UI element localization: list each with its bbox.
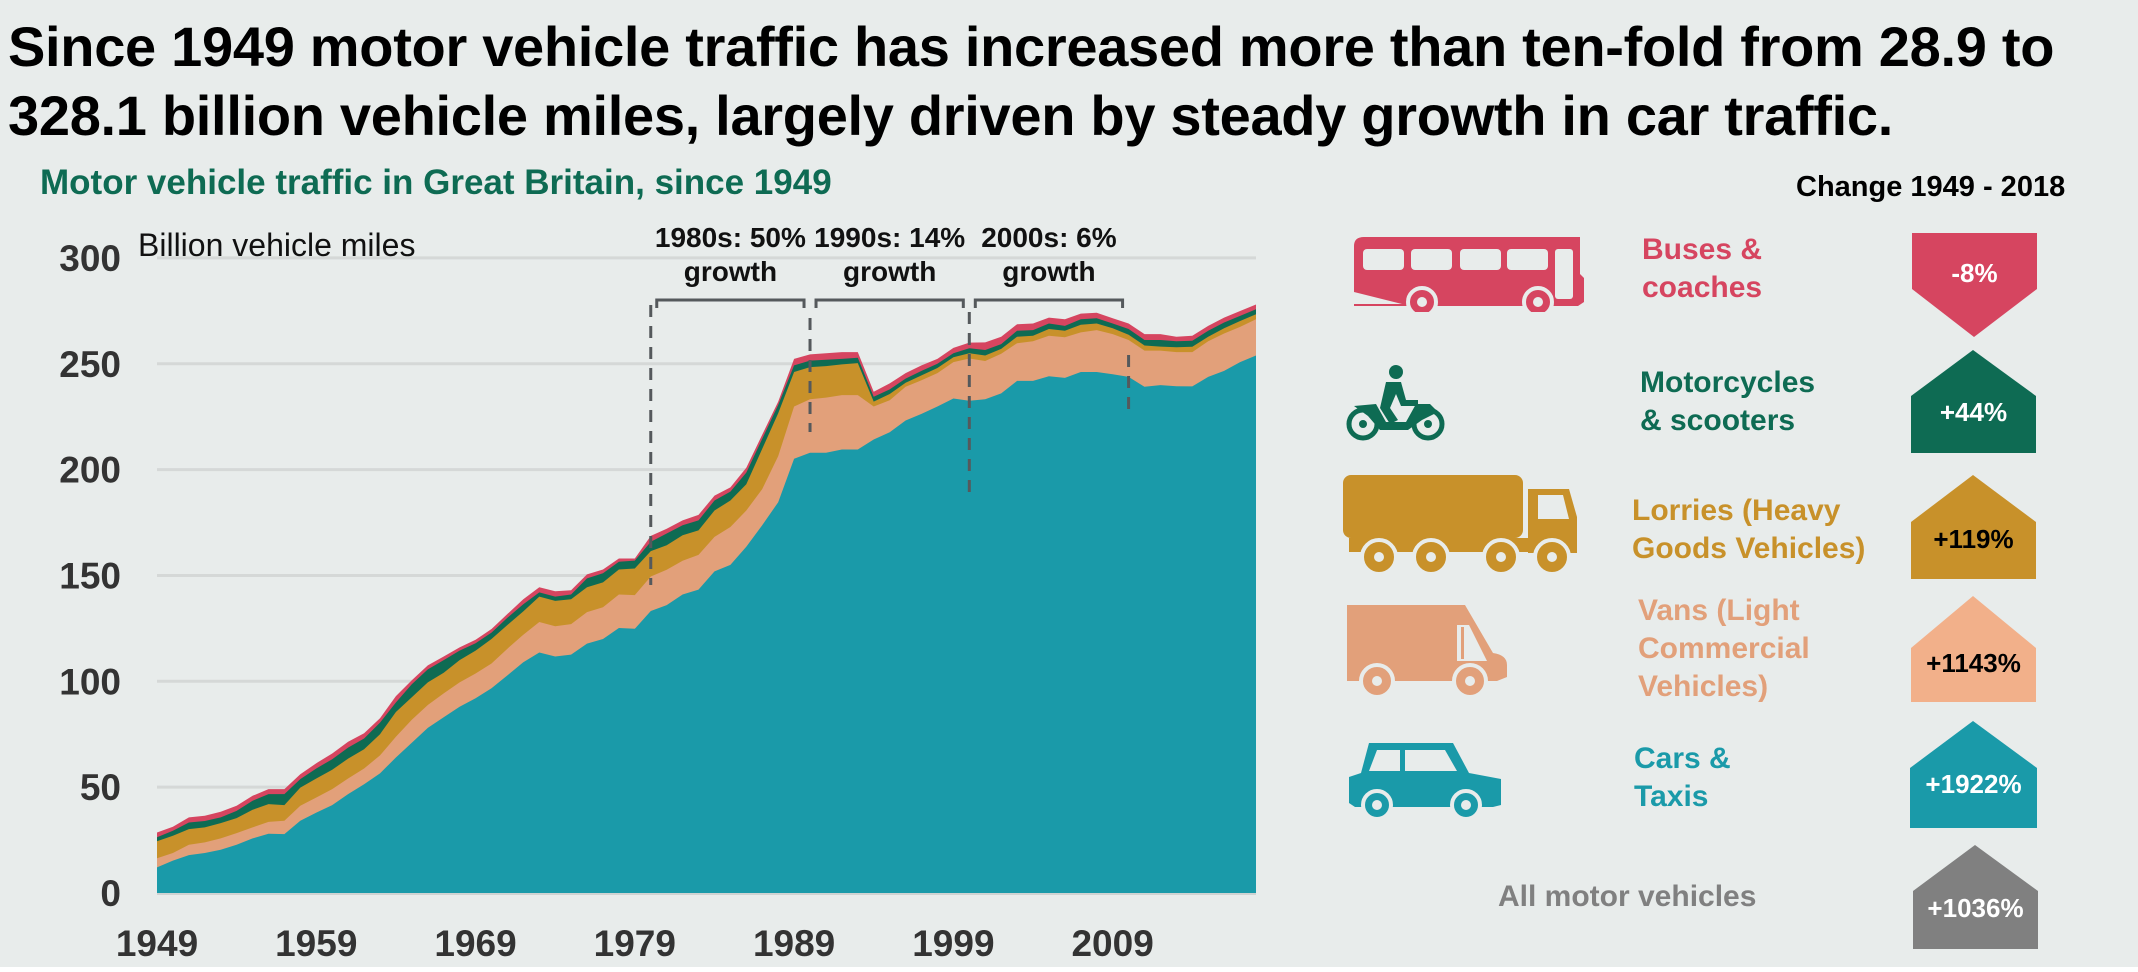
legend-label-vans: Vans (Light Commercial Vehicles) xyxy=(1638,592,1810,706)
label-line: Taxis xyxy=(1634,780,1709,813)
chart-subtitle: Motor vehicle traffic in Great Britain, … xyxy=(40,163,832,202)
label-line: Cars & xyxy=(1634,742,1731,775)
annotation-label: 1990s: 14% xyxy=(814,222,965,253)
area-cars-taxis xyxy=(157,355,1256,893)
label-line: Motorcycles xyxy=(1640,366,1816,399)
annotation-bracket xyxy=(973,298,1125,308)
y-tick-label: 100 xyxy=(59,661,121,702)
change-badge-cars: +1922% xyxy=(1910,721,2037,828)
label-line: Commercial xyxy=(1638,632,1810,665)
bus-icon xyxy=(1354,237,1584,312)
annotation-2000s: 2000s: 6%growth xyxy=(973,222,1125,308)
van-icon xyxy=(1347,605,1507,699)
annotation-label: growth xyxy=(843,256,936,287)
up-arrow-icon xyxy=(1911,350,2036,453)
x-tick-label: 1959 xyxy=(275,923,357,964)
y-axis-ticks: 0 50 100 150 200 250 300 xyxy=(59,238,121,914)
headline: Since 1949 motor vehicle traffic has inc… xyxy=(8,15,2055,147)
y-tick-label: 200 xyxy=(59,450,121,491)
change-value: +44% xyxy=(1939,397,2008,427)
x-tick-label: 1979 xyxy=(594,923,676,964)
label-line: Vehicles) xyxy=(1638,670,1769,703)
annotation-label: growth xyxy=(684,256,777,287)
x-tick-label: 2009 xyxy=(1071,923,1153,964)
change-value: +1143% xyxy=(1926,648,2021,678)
label-line: Vans (Light xyxy=(1638,594,1800,627)
change-value: +119% xyxy=(1933,524,2014,554)
up-arrow-icon xyxy=(1911,475,2036,579)
change-value: -8% xyxy=(1951,258,1998,288)
y-tick-label: 50 xyxy=(80,767,121,808)
change-panel-title: Change 1949 - 2018 xyxy=(1796,171,2066,203)
change-badge-buses: -8% xyxy=(1912,233,2037,337)
car-icon xyxy=(1349,743,1501,821)
label-line: Lorries (Heavy xyxy=(1632,494,1841,527)
legend-label-motorcycles: Motorcycles & scooters xyxy=(1640,364,1815,440)
lorry-icon xyxy=(1343,475,1577,576)
change-badge-all-vehicles: +1036% xyxy=(1913,845,2038,949)
label-line: & scooters xyxy=(1640,404,1796,437)
annotation-1990s: 1990s: 14%growth xyxy=(814,222,965,308)
label-line: Goods Vehicles) xyxy=(1632,532,1866,565)
legend-label-cars: Cars & Taxis xyxy=(1634,740,1731,816)
change-badge-vans: +1143% xyxy=(1911,596,2036,702)
x-tick-label: 1969 xyxy=(434,923,516,964)
change-value: +1036% xyxy=(1927,893,2024,923)
legend-label-lorries: Lorries (Heavy Goods Vehicles) xyxy=(1632,492,1865,568)
y-tick-label: 300 xyxy=(59,238,121,279)
x-tick-label: 1999 xyxy=(912,923,994,964)
area-series xyxy=(157,304,1256,893)
annotation-bracket xyxy=(655,298,806,308)
y-axis-label: Billion vehicle miles xyxy=(138,227,415,263)
y-tick-label: 0 xyxy=(100,873,121,914)
annotation-label: 1980s: 50% xyxy=(655,222,806,253)
x-tick-label: 1949 xyxy=(116,923,198,964)
y-tick-label: 250 xyxy=(59,344,121,385)
up-arrow-icon xyxy=(1910,721,2037,828)
y-tick-label: 150 xyxy=(59,555,121,596)
annotation-bracket xyxy=(814,298,965,308)
label-line: Buses & xyxy=(1642,233,1763,266)
change-badge-lorries: +119% xyxy=(1911,475,2036,579)
label-line: coaches xyxy=(1642,271,1763,304)
up-arrow-icon xyxy=(1911,596,2036,702)
up-arrow-icon xyxy=(1913,845,2038,949)
down-arrow-icon xyxy=(1912,233,2037,337)
annotation-label: 2000s: 6% xyxy=(981,222,1117,253)
annotation-label: growth xyxy=(1002,256,1095,287)
change-value: +1922% xyxy=(1925,769,2022,799)
motorcycle-icon xyxy=(1346,365,1445,441)
x-axis-ticks: 1949 1959 1969 1979 1989 1999 2009 xyxy=(116,923,1154,964)
x-tick-label: 1989 xyxy=(753,923,835,964)
annotation-1980s: 1980s: 50%growth xyxy=(655,222,806,308)
legend-label-buses: Buses & coaches xyxy=(1642,231,1762,307)
change-badge-motorcycles: +44% xyxy=(1911,350,2036,453)
legend-label-all-vehicles: All motor vehicles xyxy=(1498,880,1757,913)
